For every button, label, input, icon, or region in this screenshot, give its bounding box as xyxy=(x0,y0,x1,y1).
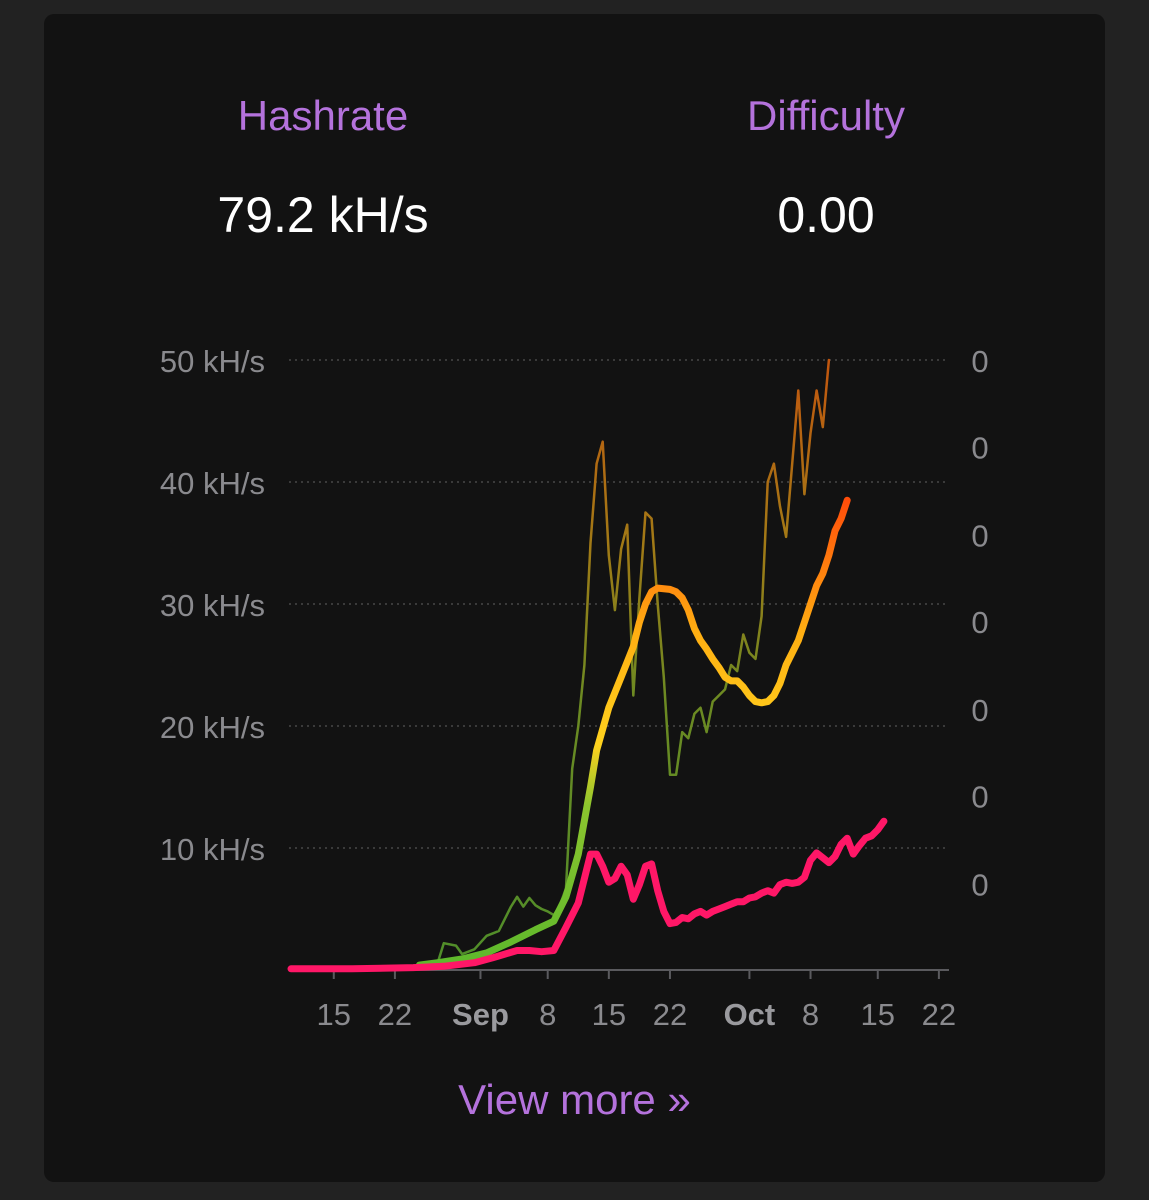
hashrate-chart[interactable]: 10 kH/s 20 kH/s 30 kH/s 40 kH/s 50 kH/s 0 0 0 0 0… xyxy=(44,14,1105,1054)
y-tick-label: 10 kH/s xyxy=(160,832,265,867)
y2-tick-label: 0 xyxy=(971,518,988,553)
x-tick-label: 15 xyxy=(317,997,351,1032)
y-tick-label: 50 kH/s xyxy=(160,344,265,379)
difficulty-value: 0.00 xyxy=(777,187,875,243)
y-tick-label: 40 kH/s xyxy=(160,466,265,501)
stats-card: Hashrate 79.2 kH/s Difficulty 0.00 10 kH… xyxy=(44,14,1105,1182)
x-tick-label: Sep xyxy=(452,997,509,1032)
x-tick-label: 22 xyxy=(653,997,687,1032)
x-tick-label: 22 xyxy=(922,997,956,1032)
y-tick-label: 20 kH/s xyxy=(160,710,265,745)
series-line-hashrate-raw xyxy=(289,358,831,971)
series-line-hashrate-average xyxy=(415,496,851,969)
series-line-pink xyxy=(287,817,888,973)
x-tick-label: 15 xyxy=(861,997,895,1032)
y2-tick-label: 0 xyxy=(971,693,988,728)
y2-tick-label: 0 xyxy=(971,780,988,815)
y2-tick-label: 0 xyxy=(971,605,988,640)
view-more-link[interactable]: View more » xyxy=(458,1076,691,1123)
y2-tick-label: 0 xyxy=(971,344,988,379)
y2-tick-label: 0 xyxy=(971,867,988,902)
x-tick-label: Oct xyxy=(724,997,776,1032)
hashrate-label: Hashrate xyxy=(237,92,409,139)
x-tick-label: 8 xyxy=(539,997,556,1032)
x-tick-label: 15 xyxy=(592,997,626,1032)
difficulty-label: Difficulty xyxy=(747,92,905,139)
y-tick-label: 30 kH/s xyxy=(160,588,265,623)
y2-tick-label: 0 xyxy=(971,431,988,466)
x-tick-label: 22 xyxy=(378,997,412,1032)
x-tick-label: 8 xyxy=(802,997,819,1032)
hashrate-value: 79.2 kH/s xyxy=(217,187,429,243)
